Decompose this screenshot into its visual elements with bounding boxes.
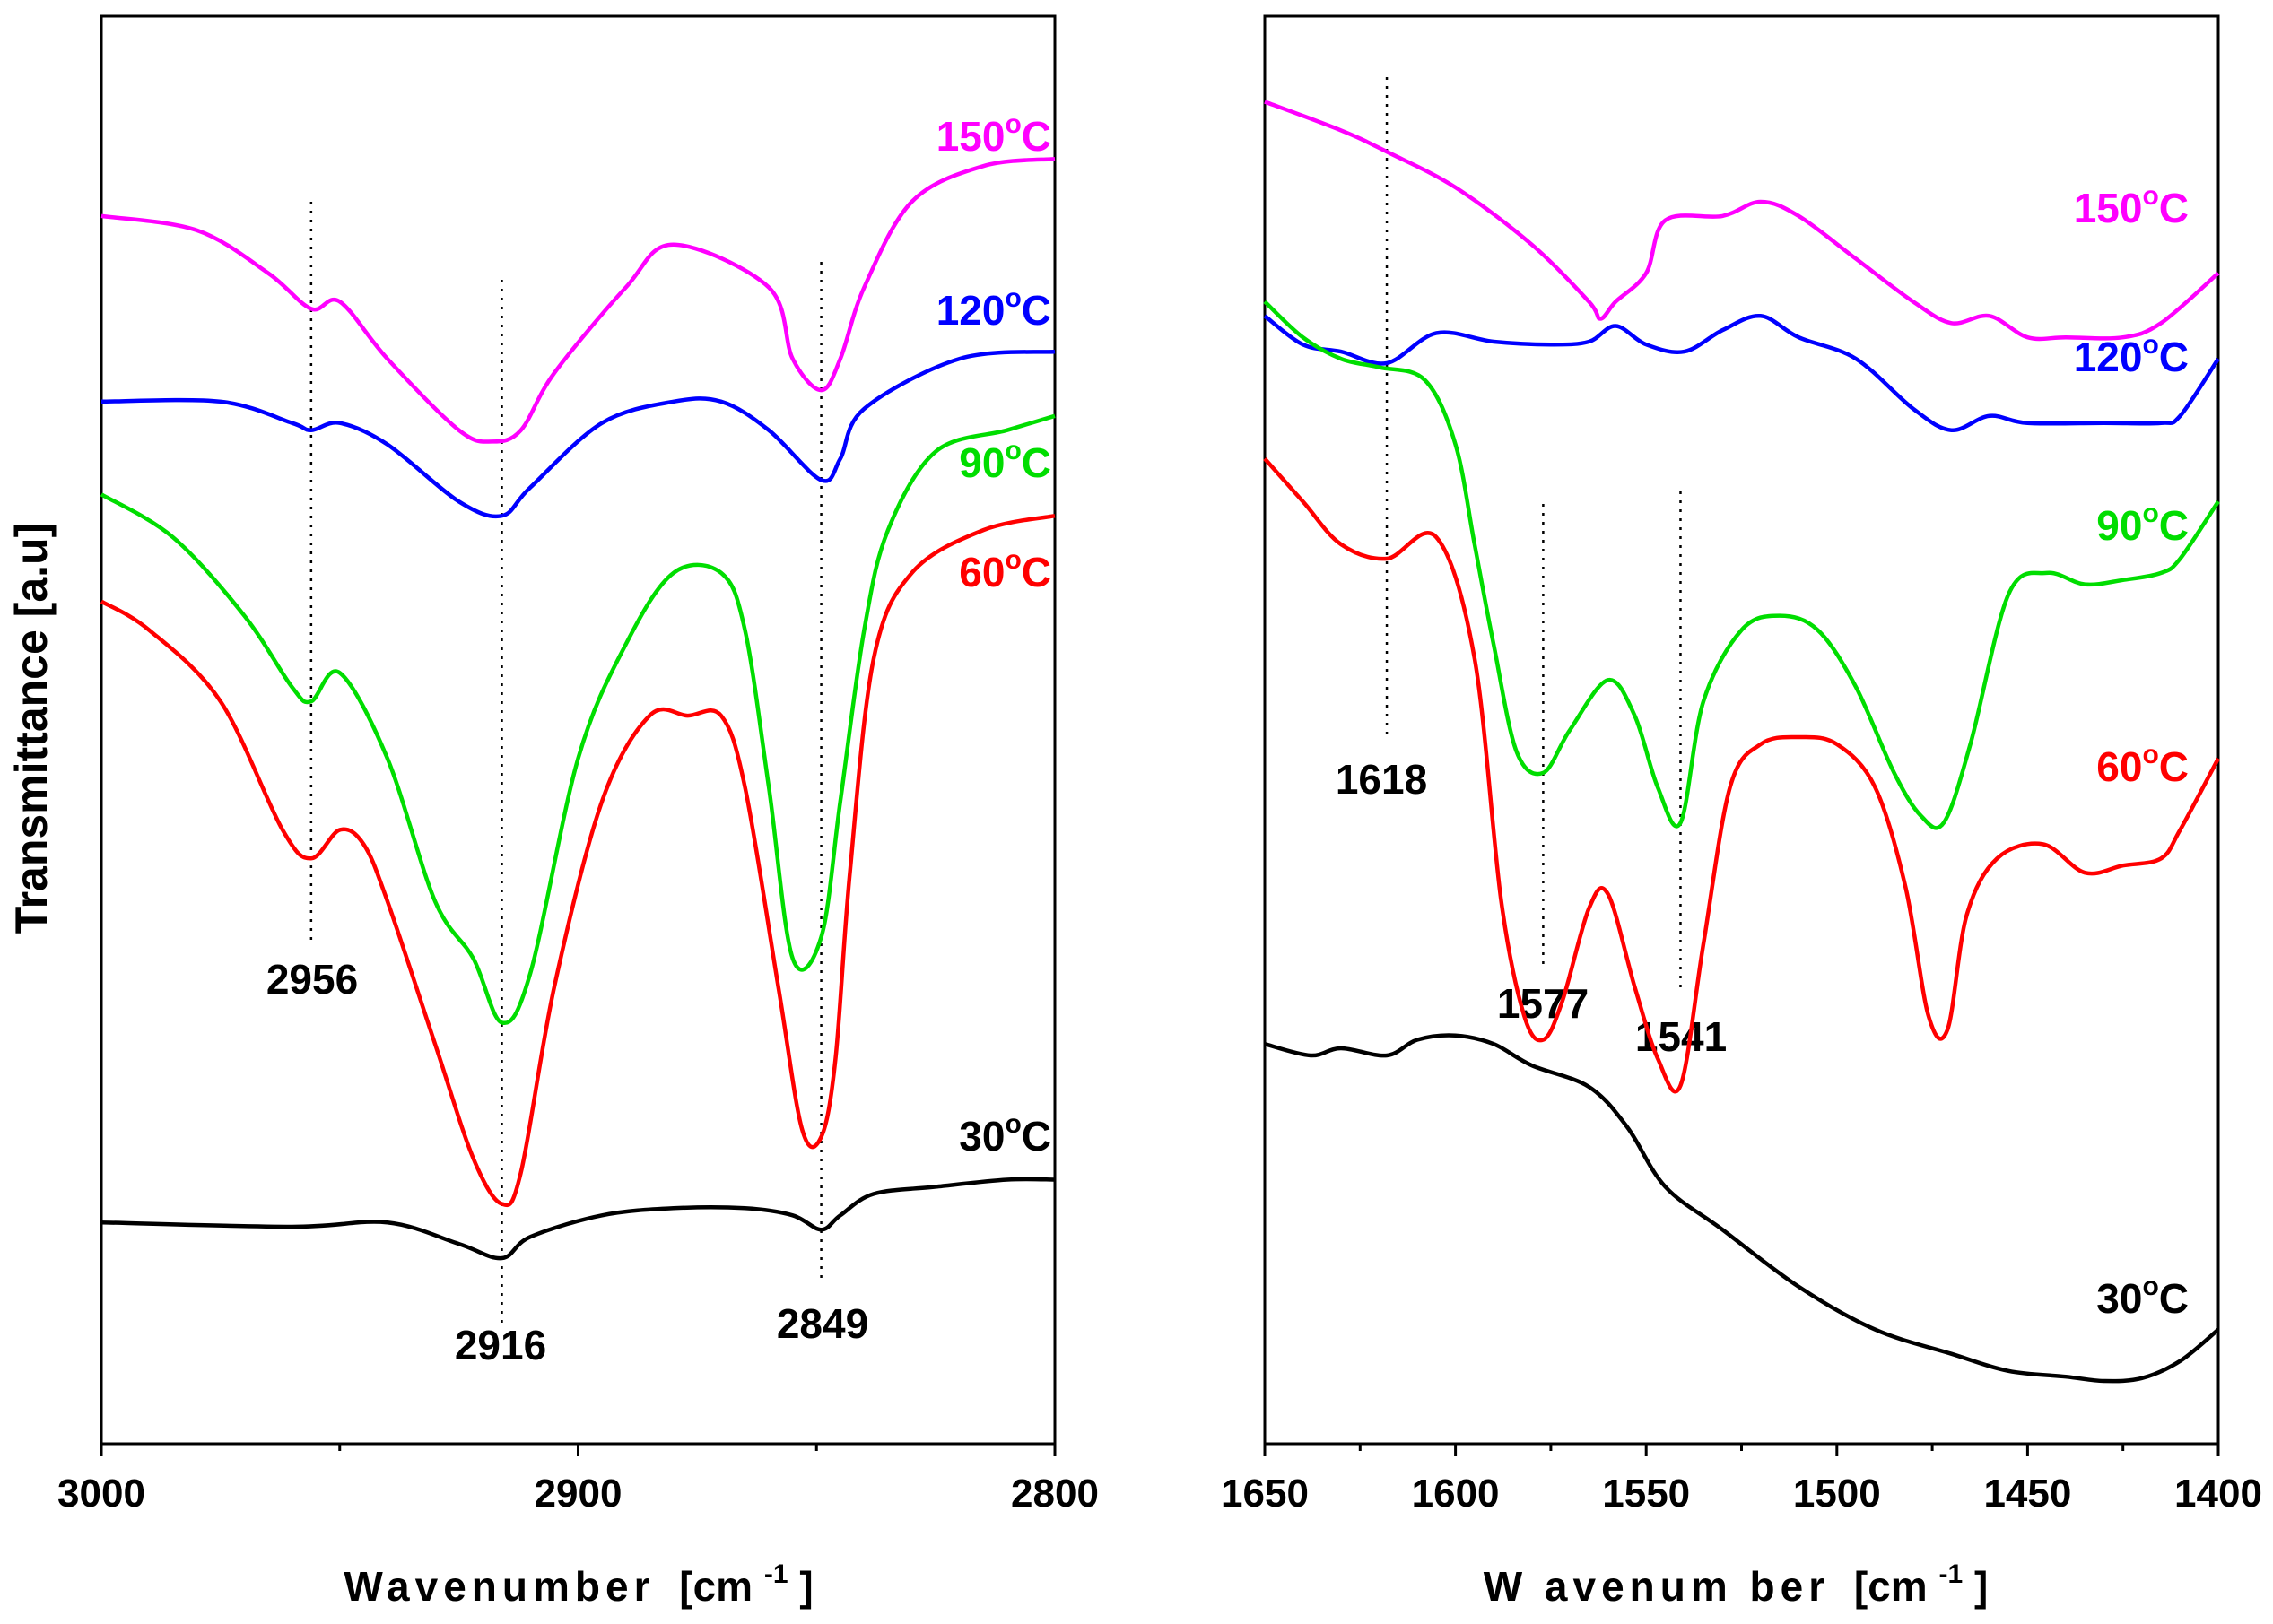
series-line-120c xyxy=(100,349,1056,519)
x-tick-label: 1500 xyxy=(1793,1472,1881,1515)
x-axis-unit: [cm xyxy=(1854,1563,1928,1610)
peak-label: 2916 xyxy=(455,1322,546,1368)
x-axis-unit-exponent: -1 xyxy=(1939,1559,1964,1589)
x-axis-title-text: Wavenumber xyxy=(344,1563,655,1610)
series-label-90c: 90oC xyxy=(959,436,1051,486)
peak-markers-left: 2956 2916 2849 xyxy=(266,202,868,1368)
x-axis-title-right: W avenum ber [cm -1 ] xyxy=(1484,1545,1989,1610)
x-axis-unit-exponent: -1 xyxy=(764,1559,788,1589)
x-tick-label: 1600 xyxy=(1412,1472,1500,1515)
x-tick-label: 1550 xyxy=(1602,1472,1690,1515)
series-label-120c: 120oC xyxy=(936,283,1051,334)
x-axis-unit: [cm xyxy=(679,1563,753,1610)
series-label-120c: 120oC xyxy=(2074,330,2189,380)
peak-label: 2849 xyxy=(777,1300,868,1347)
series-label-60c: 60oC xyxy=(959,545,1051,595)
series-line-30c xyxy=(100,1177,1056,1261)
series-label-60c: 60oC xyxy=(2096,740,2189,790)
series-line-150c xyxy=(1264,100,2220,342)
x-ticks-left: 3000 2900 2800 xyxy=(57,1444,1099,1515)
series-label-150c: 150oC xyxy=(2074,181,2189,231)
x-tick-label: 1450 xyxy=(1983,1472,2071,1515)
series-line-150c xyxy=(100,156,1056,444)
x-axis-title-text: W avenum ber xyxy=(1484,1563,1830,1610)
series-line-90c xyxy=(100,413,1056,1026)
series-label-150c: 150oC xyxy=(936,109,1051,160)
peak-label: 1577 xyxy=(1497,980,1589,1027)
y-axis-title: Transmittance [a.u] xyxy=(6,523,57,934)
series-labels-right: 150oC 120oC 90oC 60oC 30oC xyxy=(2074,181,2189,1322)
x-axis-unit-close: ] xyxy=(799,1563,813,1610)
plot-frame-left xyxy=(100,14,1057,1446)
series-label-30c: 30oC xyxy=(959,1109,1051,1159)
series-line-90c xyxy=(1263,300,2220,830)
series-label-30c: 30oC xyxy=(2096,1272,2189,1322)
series-labels-left: 150oC 120oC 90oC 60oC 30oC xyxy=(936,109,1051,1159)
series-line-30c xyxy=(1264,1033,2220,1384)
x-axis-unit-close: ] xyxy=(1974,1563,1988,1610)
x-tick-label: 3000 xyxy=(57,1472,145,1515)
x-axis-title-left: Wavenumber [cm -1 ] xyxy=(344,1545,813,1610)
series-line-120c xyxy=(1263,314,2220,432)
x-tick-label: 2900 xyxy=(535,1472,623,1515)
peak-label: 1618 xyxy=(1336,756,1427,803)
x-tick-label: 2800 xyxy=(1011,1472,1099,1515)
series-right xyxy=(1263,100,2220,1384)
x-tick-label: 1400 xyxy=(2174,1472,2262,1515)
x-tick-label: 1650 xyxy=(1221,1472,1309,1515)
x-ticks-right: 1650 1600 1550 1500 1450 1400 xyxy=(1221,1444,2262,1515)
peak-label: 2956 xyxy=(266,956,358,1003)
panel-left: 3000 2900 2800 2956 2916 2849 150oC 120oC 90oC… xyxy=(57,14,1099,1610)
series-left xyxy=(100,156,1056,1261)
series-line-60c xyxy=(1263,457,2220,1094)
series-label-90c: 90oC xyxy=(2096,499,2189,549)
series-line-60c xyxy=(100,513,1056,1208)
